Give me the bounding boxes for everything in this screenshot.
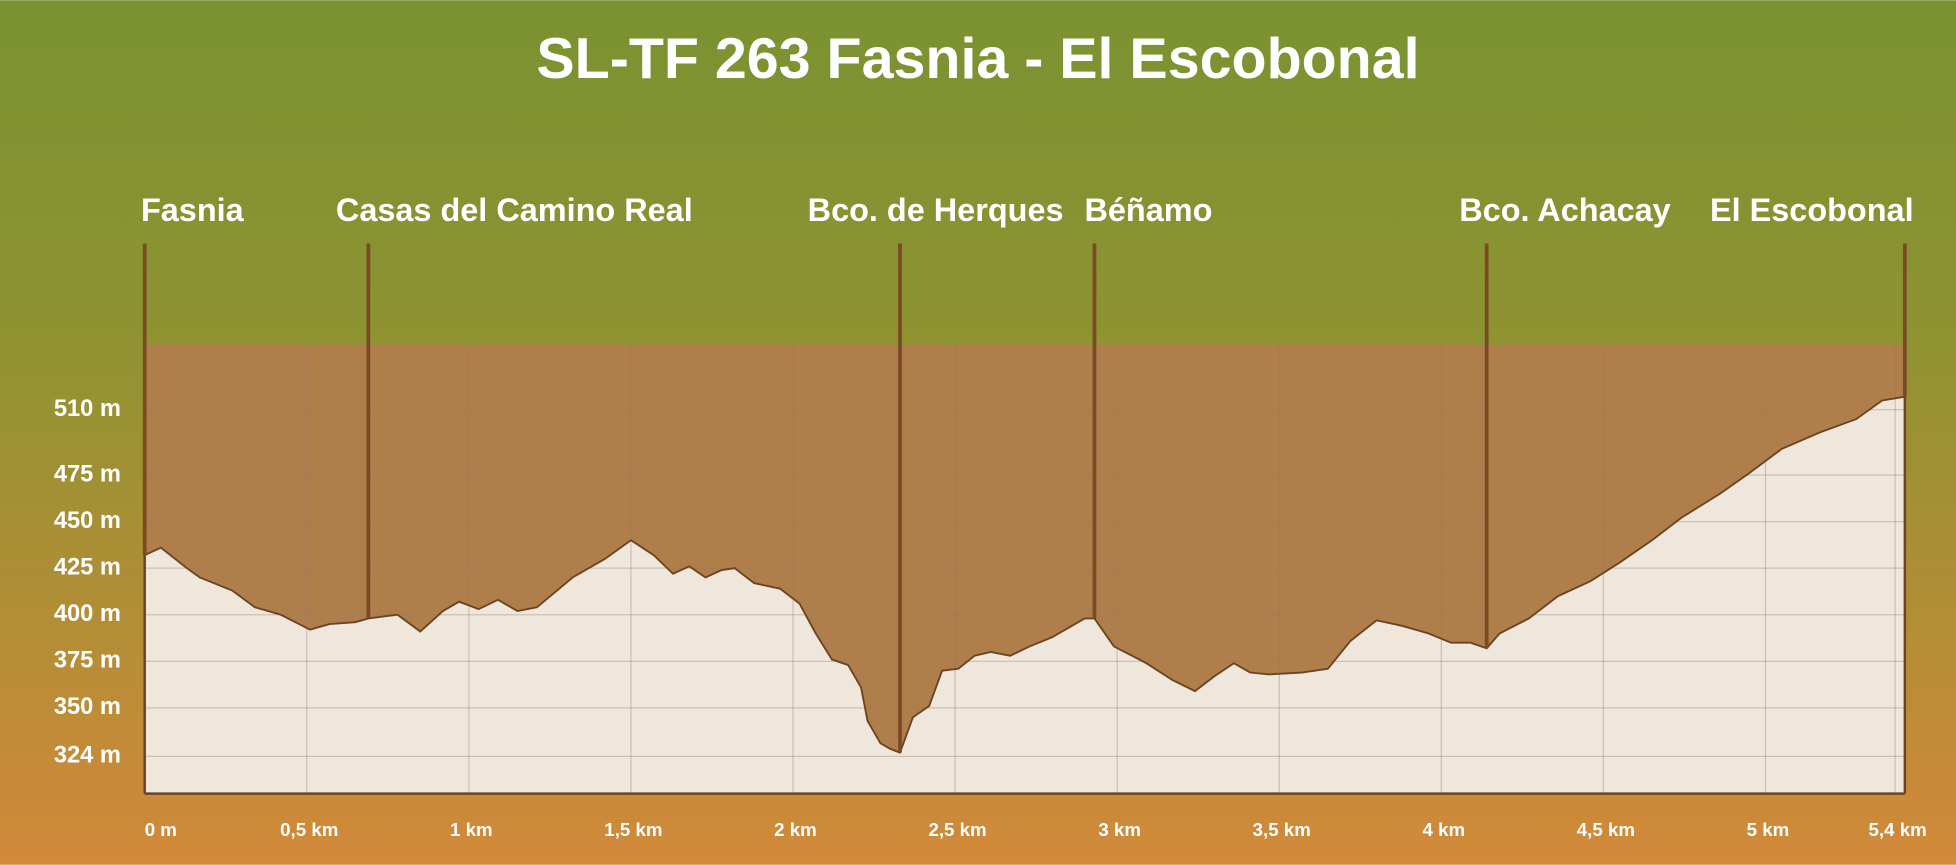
elevation-profile	[144, 395, 1906, 754]
y-tick-label: 425 m	[54, 554, 121, 580]
x-tick-label: 0 m	[145, 819, 177, 840]
x-tick-label: 4,5 km	[1577, 819, 1635, 840]
y-tick-label: 375 m	[54, 648, 121, 674]
waypoint-label: Casas del Camino Real	[336, 192, 693, 228]
x-tick-label: 1 km	[450, 819, 493, 840]
x-tick-label: 4 km	[1422, 819, 1465, 840]
waypoint-label: Bco. de Herques	[808, 192, 1064, 228]
waypoint-label: Fasnia	[141, 192, 245, 228]
waypoint-label: Béñamo	[1084, 192, 1212, 228]
x-tick-label: 2,5 km	[928, 819, 986, 840]
plot: 0 m 0,5 km 1 km 1,5 km 2 km 2,5 km 3 km 3,5 km 4…	[54, 192, 1927, 840]
y-tick-label: 400 m	[54, 601, 121, 627]
y-tick-label: 475 m	[54, 461, 121, 487]
waypoint-label: Bco. Achacay	[1459, 192, 1670, 228]
x-tick-label: 3 km	[1098, 819, 1141, 840]
x-tick-label: 5 km	[1747, 819, 1790, 840]
y-tick-label: 350 m	[54, 694, 121, 720]
waypoint-label: El Escobonal	[1710, 192, 1914, 228]
x-tick-label: 2 km	[774, 819, 817, 840]
y-tick-label: 324 m	[54, 743, 121, 769]
x-tick-label: 5,4 km	[1869, 819, 1927, 840]
x-tick-label: 3,5 km	[1253, 819, 1311, 840]
x-tick-label: 1,5 km	[604, 819, 662, 840]
x-tick-label: 0,5 km	[280, 819, 338, 840]
y-tick-label: 510 m	[54, 396, 121, 422]
terrain-above	[144, 344, 1905, 753]
y-tick-label: 450 m	[54, 508, 121, 534]
chart-title: SL-TF 263 Fasnia - El Escobonal	[536, 27, 1419, 91]
